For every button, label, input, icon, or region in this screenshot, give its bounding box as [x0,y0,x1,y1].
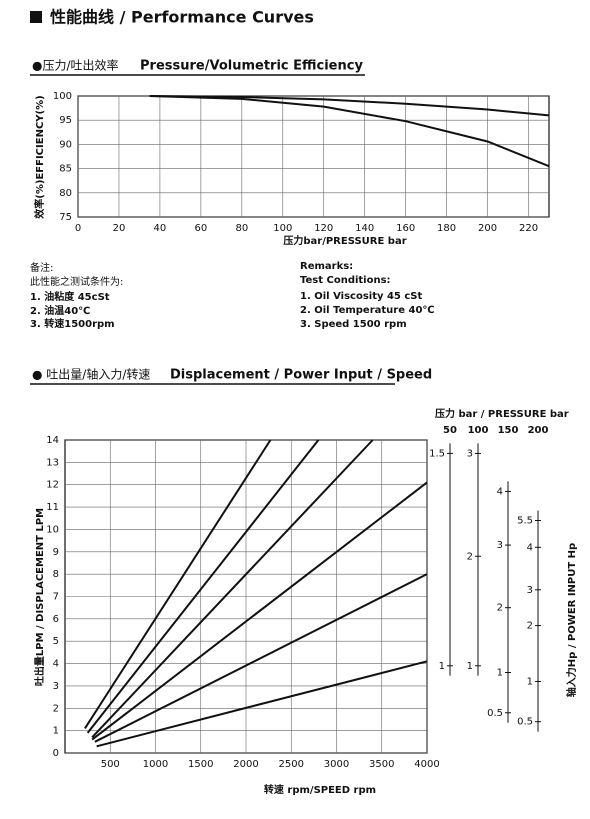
x-tick-label: 100 [273,223,292,234]
y-tick-label: 80 [59,188,72,199]
scale-label: 1 [467,661,473,672]
x-tick-label: 200 [478,223,497,234]
scale-label: 4 [527,542,533,553]
x-tick-label: 3000 [324,759,349,770]
scale-label: 0.5 [517,717,533,728]
curve [149,95,550,117]
pressure-label: 压力 bar / PRESSURE bar [435,407,569,420]
x-tick-label: 500 [101,759,120,770]
note-item: 2. Oil Temperature 40℃ [300,305,435,316]
y-tick-label: 75 [59,212,72,223]
section-title-cn: ● 吐出量/轴入力/转速 [32,367,150,382]
pressure-column: 200 [528,425,549,436]
section-title-en: Pressure/Volumetric Efficiency [140,59,363,74]
y-tick-label: 13 [46,457,59,468]
x-tick-label: 1000 [143,759,168,770]
pressure-column: 50 [443,425,457,436]
x-axis-label: 转速 rpm/SPEED rpm [264,783,376,796]
curve [94,573,428,743]
curve [96,660,428,748]
curve [91,481,428,741]
y-axis-label: 效率(%)EFFICIENCY(%) [33,95,46,218]
section-title-en: Displacement / Power Input / Speed [170,368,432,383]
note-item: 1. Oil Viscosity 45 cSt [300,291,423,302]
header-square [30,11,42,23]
scale-label: 2 [527,621,533,632]
x-tick-label: 1500 [188,759,213,770]
note-intro: Test Conditions: [300,275,391,286]
curve [91,439,374,739]
y-tick-label: 2 [53,703,59,714]
y-tick-label: 1 [53,726,59,737]
x-axis-label: 压力bar/PRESSURE bar [283,234,406,247]
scale-label: 3 [467,448,473,459]
y-tick-label: 100 [53,91,72,102]
y-tick-label: 10 [46,524,59,535]
scale-label: 3 [497,540,503,551]
scale-label: 3 [527,585,533,596]
x-tick-label: 40 [154,223,167,234]
y-tick-label: 8 [53,569,59,580]
y-tick-label: 6 [53,614,59,625]
note-intro: 此性能之测试条件为: [30,275,123,288]
x-tick-label: 4000 [414,759,439,770]
scale-label: 0.5 [487,708,503,719]
x-tick-label: 3500 [369,759,394,770]
x-tick-label: 60 [195,223,208,234]
y-tick-label: 90 [59,139,72,150]
scale-label: 2 [497,603,503,614]
pressure-column: 150 [498,425,519,436]
scale-label: 1 [439,661,445,672]
x-tick-label: 2000 [233,759,258,770]
y-tick-label: 3 [53,681,59,692]
section-title-cn: ●压力/吐出效率 [32,58,119,73]
note-heading: Remarks: [300,261,353,272]
curve [86,439,320,734]
x-tick-label: 2500 [279,759,304,770]
x-tick-label: 120 [314,223,333,234]
scale-label: 1 [527,676,533,687]
x-tick-label: 160 [396,223,415,234]
x-tick-label: 0 [75,223,81,234]
y-tick-label: 9 [53,547,59,558]
y-tick-label: 0 [53,748,59,759]
pressure-column: 100 [468,425,489,436]
note-item: 3. Speed 1500 rpm [300,319,407,330]
y-tick-label: 4 [53,659,59,670]
y-tick-label: 7 [53,592,59,603]
y-tick-label: 85 [59,164,72,175]
scale-label: 5.5 [517,515,533,526]
y-tick-label: 12 [46,480,59,491]
note-item: 1. 油粘度 45cSt [30,290,110,303]
note-item: 3. 转速1500rpm [30,317,115,330]
note-item: 2. 油温40℃ [30,304,90,317]
x-tick-label: 220 [519,223,538,234]
scale-label: 1 [497,668,503,679]
power-label: 轴入力Hp / POWER INPUT Hp [565,543,578,697]
y-tick-label: 95 [59,115,72,126]
page-title: 性能曲线 / Performance Curves [50,8,314,27]
scale-label: 4 [497,486,503,497]
x-tick-label: 140 [355,223,374,234]
y-tick-label: 5 [53,636,59,647]
curve [149,95,550,168]
y-axis-label: 吐出量LPM / DISPLACEMENT LPM [33,508,46,686]
x-tick-label: 80 [235,223,248,234]
x-tick-label: 20 [113,223,126,234]
y-tick-label: 11 [46,502,59,513]
y-tick-label: 14 [46,435,59,446]
curve [84,439,272,729]
note-heading: 备注: [30,261,53,274]
x-tick-label: 180 [437,223,456,234]
scale-label: 2 [467,551,473,562]
scale-label: 1.5 [429,448,445,459]
